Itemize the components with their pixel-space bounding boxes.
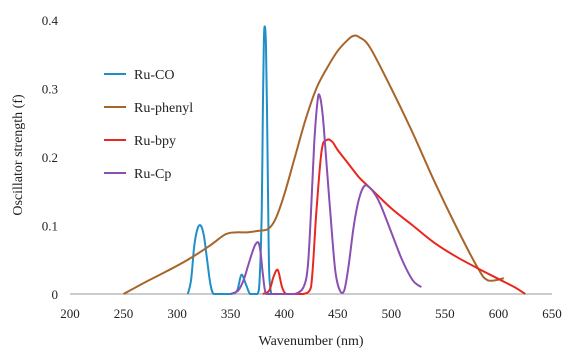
legend-label: Ru-CO [134, 68, 174, 83]
x-tick-label: 200 [60, 306, 80, 321]
x-tick-label: 600 [489, 306, 509, 321]
series-line-ru-phenyl [123, 34, 504, 295]
y-tick-labels: 0 0.1 0.2 0.3 0.4 [42, 13, 59, 302]
series-line-ru-co [186, 25, 279, 296]
x-tick-label: 550 [435, 306, 455, 321]
y-tick-label: 0 [52, 287, 59, 302]
legend-label: Ru-Cp [134, 167, 171, 182]
x-axis-title: Wavenumber (nm) [259, 334, 364, 349]
legend: Ru-CO Ru-phenyl Ru-bpy Ru-Cp [104, 68, 193, 182]
x-tick-label: 300 [167, 306, 187, 321]
x-tick-label: 250 [114, 306, 134, 321]
x-tick-labels: 200 250 300 350 400 450 500 550 600 650 [60, 306, 562, 321]
x-tick-label: 450 [328, 306, 348, 321]
legend-label: Ru-phenyl [134, 101, 193, 116]
legend-label: Ru-bpy [134, 134, 176, 149]
x-tick-label: 400 [274, 306, 294, 321]
series-lines [123, 25, 526, 296]
plot-area: 200 250 300 350 400 450 500 550 600 650 0 0.1 0.2 0.… [42, 13, 562, 321]
series-line-ru-cp [230, 93, 422, 296]
y-tick-label: 0.3 [42, 82, 58, 97]
x-tick-label: 650 [542, 306, 562, 321]
x-tick-label: 500 [382, 306, 402, 321]
series-line-ru-bpy [262, 138, 526, 296]
x-tick-label: 350 [221, 306, 241, 321]
y-tick-label: 0.2 [42, 150, 58, 165]
y-axis-title: Oscillator strength (f) [11, 94, 26, 216]
y-tick-label: 0.4 [42, 13, 59, 28]
y-tick-label: 0.1 [42, 219, 58, 234]
